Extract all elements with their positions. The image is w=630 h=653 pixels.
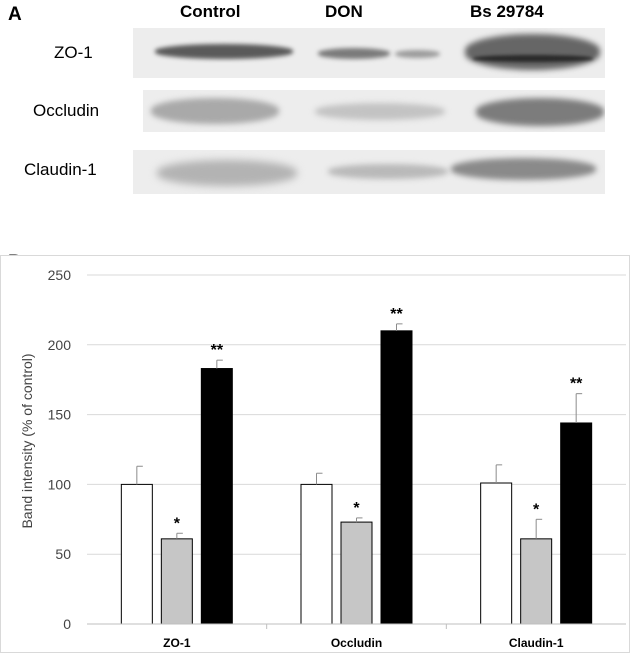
bar	[340, 521, 373, 625]
x-category-label: Occludin	[331, 636, 382, 650]
bar	[200, 368, 233, 625]
protein-label-zo1: ZO-1	[54, 43, 93, 62]
bar	[160, 538, 193, 625]
protein-label-occludin: Occludin	[33, 101, 100, 120]
significance-marker: *	[533, 501, 540, 518]
y-tick-label: 150	[48, 407, 72, 423]
y-tick-label: 0	[63, 616, 71, 632]
y-tick-label: 200	[48, 337, 72, 353]
x-category-label: Claudin-1	[509, 636, 564, 650]
bar	[120, 483, 153, 625]
blot-band	[476, 98, 604, 126]
significance-marker: *	[353, 500, 360, 517]
significance-marker: *	[174, 515, 181, 532]
blot-band	[328, 164, 448, 179]
bar	[300, 483, 333, 625]
y-tick-label: 100	[48, 476, 72, 492]
bar	[480, 482, 513, 625]
blot-strip-zo1	[133, 28, 605, 78]
lane-label-don: DON	[325, 2, 363, 21]
blot-strip-occludin	[143, 90, 605, 132]
blot-band	[451, 158, 596, 180]
significance-marker: **	[211, 342, 224, 359]
lane-label-control: Control	[180, 2, 241, 21]
significance-marker: **	[570, 376, 583, 393]
protein-label-claudin1: Claudin-1	[24, 160, 97, 179]
blot-band	[151, 98, 279, 124]
y-axis-label: Band intensity (% of control)	[19, 353, 35, 528]
lane-label-bs29784: Bs 29784	[470, 2, 544, 21]
significance-marker: **	[390, 306, 403, 323]
blot-strip-claudin1	[133, 150, 605, 194]
blot-band	[465, 34, 600, 70]
bar	[560, 422, 593, 625]
bar	[520, 538, 553, 625]
bar	[380, 330, 413, 625]
blot-band	[395, 50, 440, 58]
x-category-label: ZO-1	[163, 636, 191, 650]
blot-band	[157, 160, 297, 186]
panel-a-letter: A	[8, 4, 22, 25]
blot-band	[318, 48, 390, 59]
y-tick-label: 50	[55, 546, 71, 562]
y-tick-label: 250	[48, 267, 72, 283]
blot-band	[315, 103, 445, 120]
blot-band	[473, 55, 593, 62]
blot-band	[155, 44, 293, 59]
